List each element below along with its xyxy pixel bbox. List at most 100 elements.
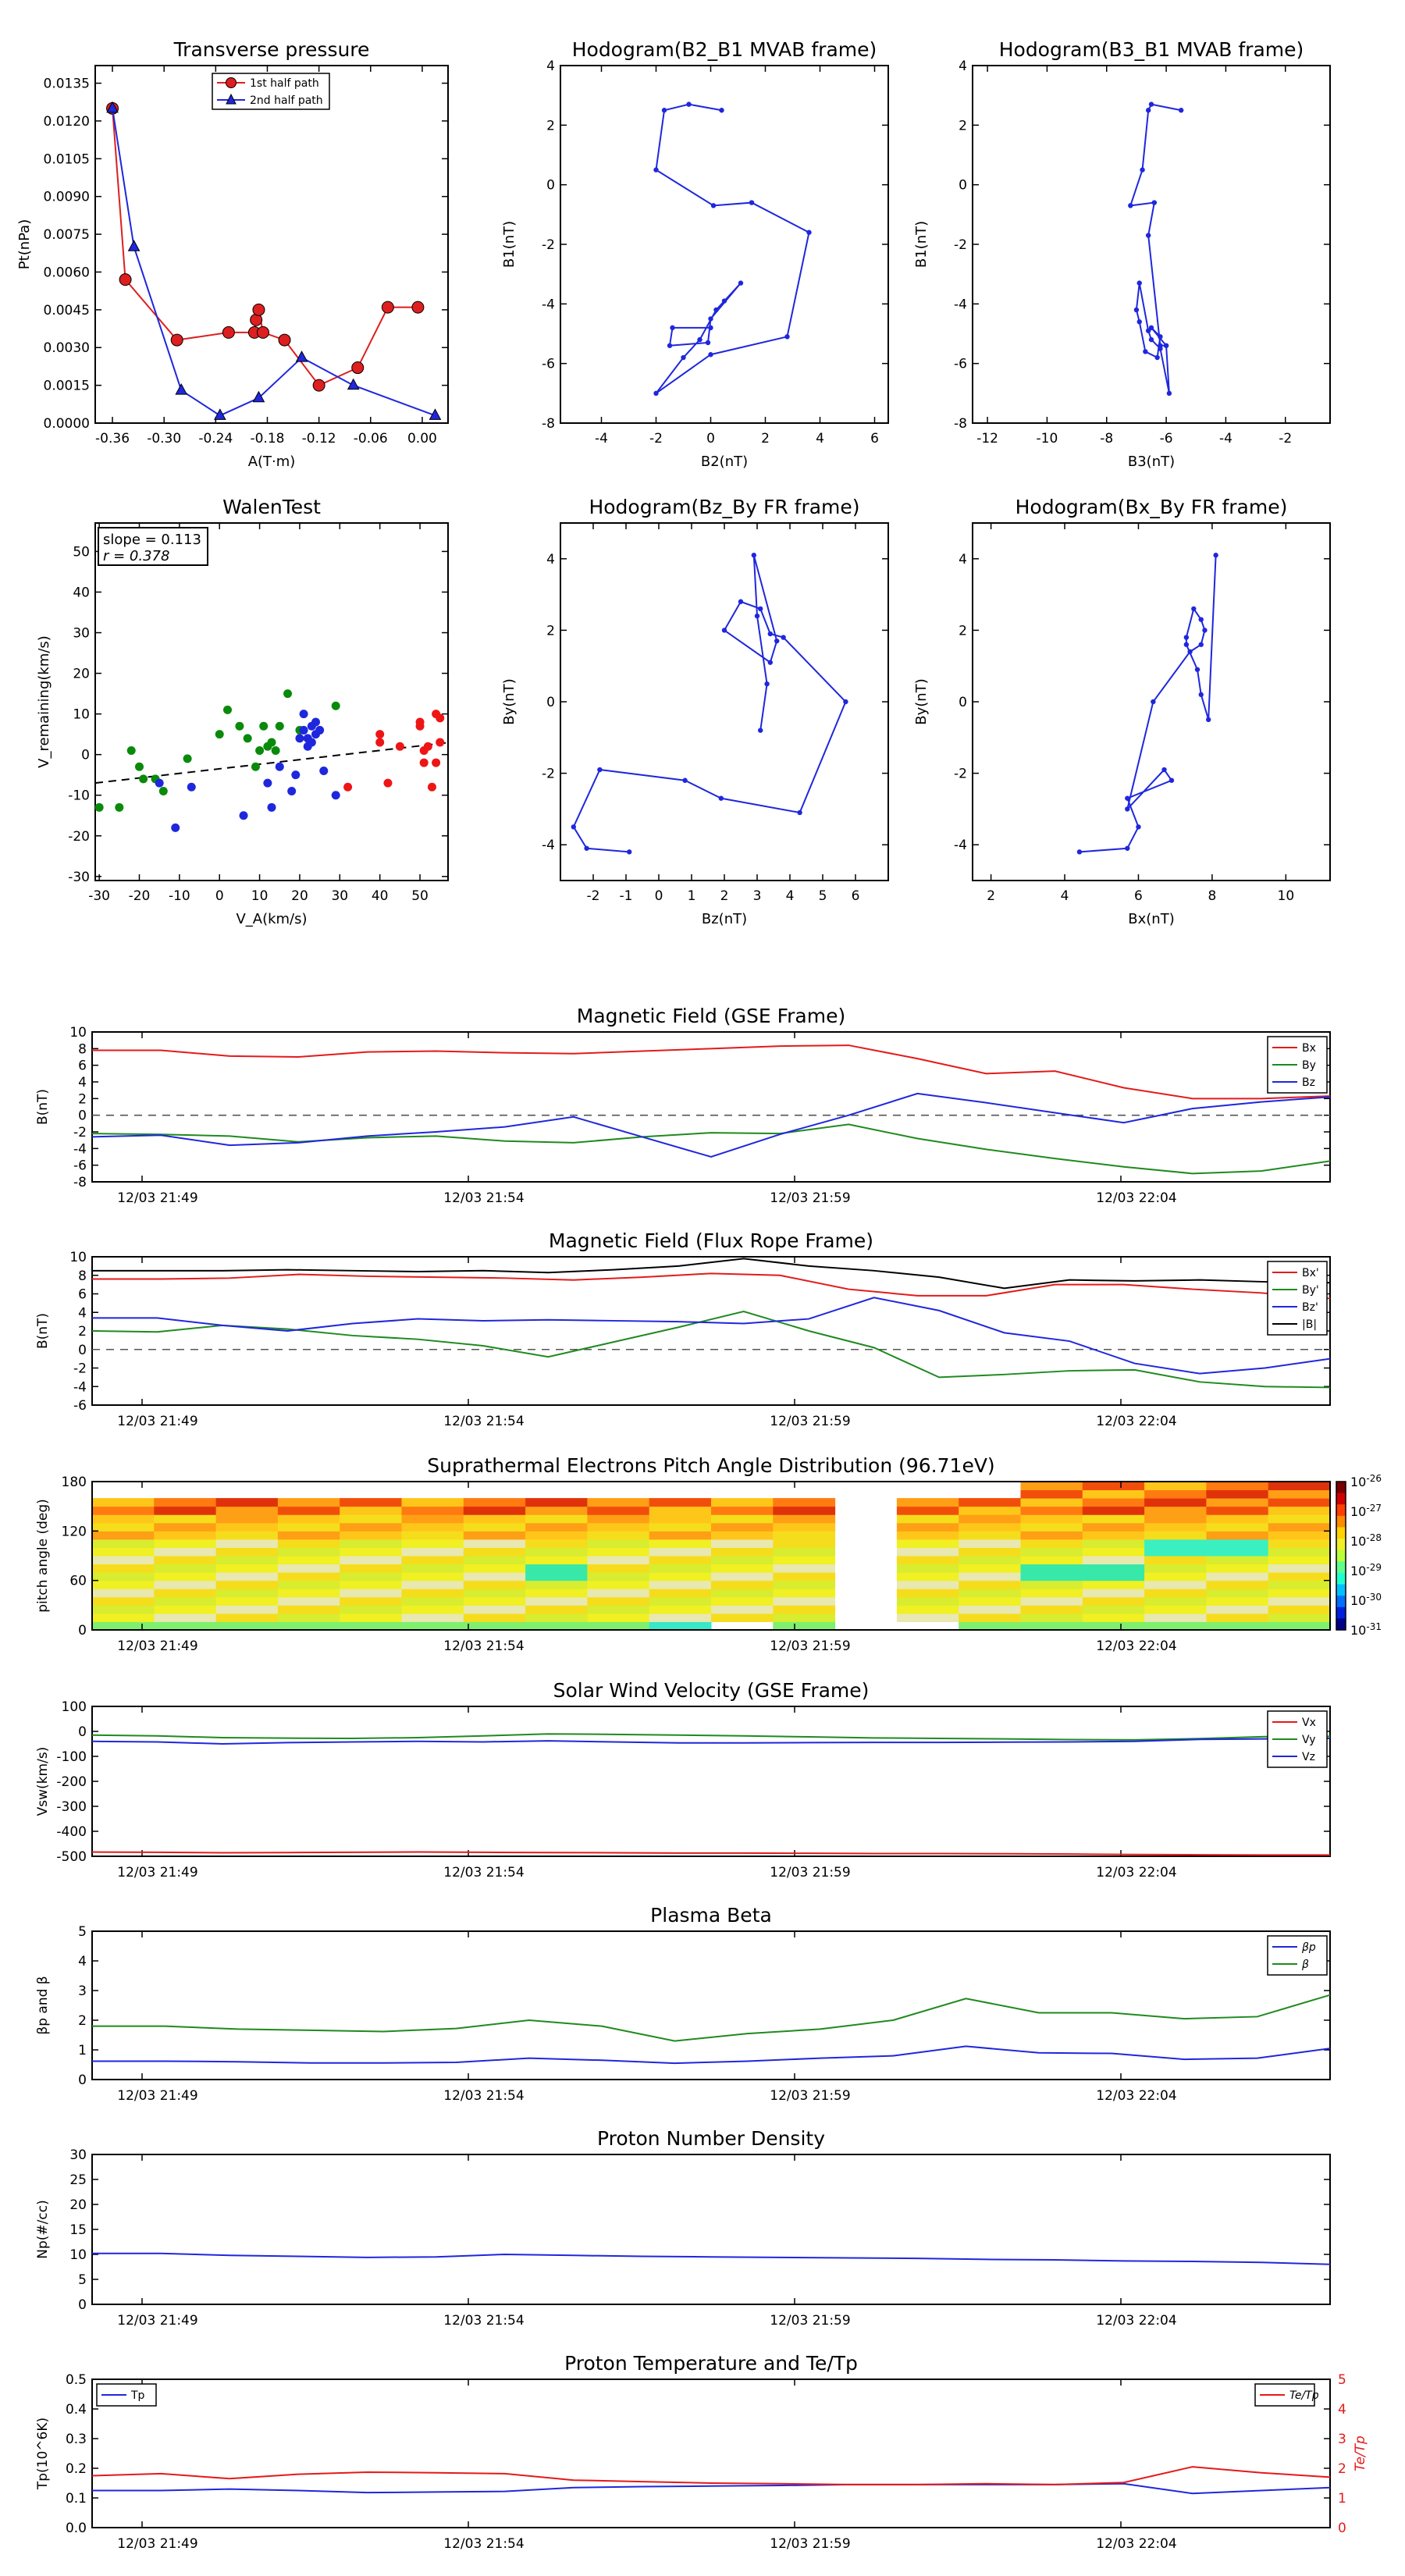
data-point — [251, 762, 260, 771]
x-tick-label: -12 — [976, 431, 998, 447]
heatmap-cell — [154, 1596, 217, 1606]
heatmap-cell — [1206, 1539, 1269, 1548]
heatmap-cell — [587, 1605, 650, 1614]
heatmap-cell — [1020, 1482, 1083, 1491]
x-axis-label: A(T·m) — [248, 454, 296, 470]
panel-title: Solar Wind Velocity (GSE Frame) — [553, 1679, 870, 1702]
series-Vy — [91, 1733, 1331, 1741]
x-tick-label: 6 — [870, 431, 879, 447]
data-point — [767, 660, 773, 665]
y-tick-label: 4 — [546, 59, 555, 74]
right-y-tick-label: 5 — [1338, 2372, 1346, 2388]
heatmap-cell — [1268, 1514, 1331, 1524]
heatmap-cell — [959, 1514, 1021, 1524]
x-tick-label: 12/03 22:04 — [1096, 2088, 1176, 2104]
heatmap-cell — [1268, 1605, 1331, 1614]
y-tick-label: 50 — [73, 544, 90, 560]
heatmap-cell — [649, 1589, 712, 1598]
data-point — [1136, 824, 1141, 830]
y-tick-label: -6 — [73, 1158, 87, 1174]
panel-title: Plasma Beta — [650, 1904, 772, 1927]
colorbar-cell — [1336, 1504, 1346, 1517]
x-tick-label: 2 — [987, 888, 995, 904]
heatmap-cell — [773, 1556, 836, 1565]
heatmap-cell — [711, 1564, 774, 1573]
colorbar-exponent: -31 — [1366, 1621, 1382, 1632]
annotation-box — [98, 527, 208, 566]
y-tick-label: 20 — [69, 2197, 87, 2213]
legend-label: Bx — [1302, 1042, 1316, 1055]
plot-frame — [91, 2379, 1331, 2528]
y-tick-label: 30 — [73, 626, 90, 642]
heatmap-cell — [463, 1556, 526, 1565]
y-axis-label: pitch angle (deg) — [35, 1499, 51, 1613]
heatmap-cell — [525, 1556, 588, 1565]
legend-box — [1267, 1261, 1328, 1336]
heatmap-cell — [1020, 1522, 1083, 1532]
panel-title: Suprathermal Electrons Pitch Angle Distr… — [427, 1454, 994, 1477]
colorbar-cell — [1336, 1584, 1346, 1596]
heatmap-cell — [711, 1531, 774, 1540]
legend-label: Vx — [1302, 1717, 1316, 1729]
data-point — [239, 811, 248, 820]
x-tick-label: 12/03 21:49 — [117, 2536, 197, 2552]
heatmap-cell — [154, 1506, 217, 1515]
heatmap-cell — [959, 1506, 1021, 1515]
x-tick-label: 0 — [655, 888, 663, 904]
x-tick-label: 4 — [1061, 888, 1069, 904]
heatmap-cell — [1268, 1539, 1331, 1548]
data-point — [749, 200, 755, 205]
series-B1-vs-B2 — [653, 101, 812, 397]
heatmap-cell — [711, 1506, 774, 1515]
heatmap-cell — [215, 1613, 279, 1622]
data-point — [126, 745, 136, 755]
heatmap-cell — [154, 1539, 217, 1548]
heatmap-cell — [463, 1580, 526, 1589]
heatmap-cell — [401, 1531, 464, 1540]
legend: 1st half path 2nd half path — [212, 73, 330, 110]
data-point — [275, 721, 284, 731]
colorbar-base: 10 — [1350, 1623, 1366, 1638]
data-point — [1161, 767, 1167, 773]
data-point — [1133, 307, 1140, 313]
heatmap-cell — [277, 1539, 340, 1548]
heatmap-cell — [525, 1621, 588, 1631]
heatmap-cell — [711, 1547, 774, 1557]
right-y-axis-label: Te/Tp — [1353, 2435, 1368, 2471]
series-Bx — [92, 1044, 1331, 1100]
heatmap-cell — [1082, 1498, 1145, 1507]
heatmap-cell — [773, 1613, 836, 1622]
heatmap-cell — [1082, 1482, 1145, 1491]
y-tick-label: -4 — [73, 1141, 87, 1157]
y-axis-label: B(nT) — [35, 1089, 51, 1125]
y-tick-label: -2 — [73, 1361, 87, 1377]
data-point — [1136, 280, 1142, 286]
colorbar-base: 10 — [1350, 1475, 1366, 1489]
heatmap-cell — [463, 1498, 526, 1507]
heatmap-cell — [649, 1564, 712, 1573]
y-tick-label: 2 — [959, 623, 967, 639]
y-tick-label: 0.0030 — [44, 340, 90, 356]
heatmap-cell — [587, 1580, 650, 1589]
y-tick-label: 10 — [69, 1025, 87, 1041]
y-tick-label: 10 — [69, 2247, 87, 2263]
heatmap-cell — [1206, 1589, 1269, 1598]
legend-label: 2nd half path — [250, 94, 323, 107]
heatmap-cell — [525, 1613, 588, 1622]
data-point — [223, 705, 232, 714]
data-point — [259, 721, 269, 731]
data-point — [375, 730, 385, 739]
heatmap-cell — [959, 1564, 1021, 1573]
heatmap-cell — [773, 1564, 836, 1573]
x-tick-label: -0.18 — [250, 431, 284, 447]
heatmap-cell — [401, 1596, 464, 1606]
heatmap-cell — [1144, 1539, 1207, 1548]
data-point — [1194, 667, 1200, 672]
y-tick-label: -100 — [56, 1749, 87, 1765]
heatmap-cell — [896, 1580, 959, 1589]
series-2nd-half-path — [106, 101, 442, 420]
heatmap-cell — [215, 1572, 279, 1582]
heatmap-cell — [1206, 1605, 1269, 1614]
x-tick-label: -4 — [1219, 431, 1232, 447]
